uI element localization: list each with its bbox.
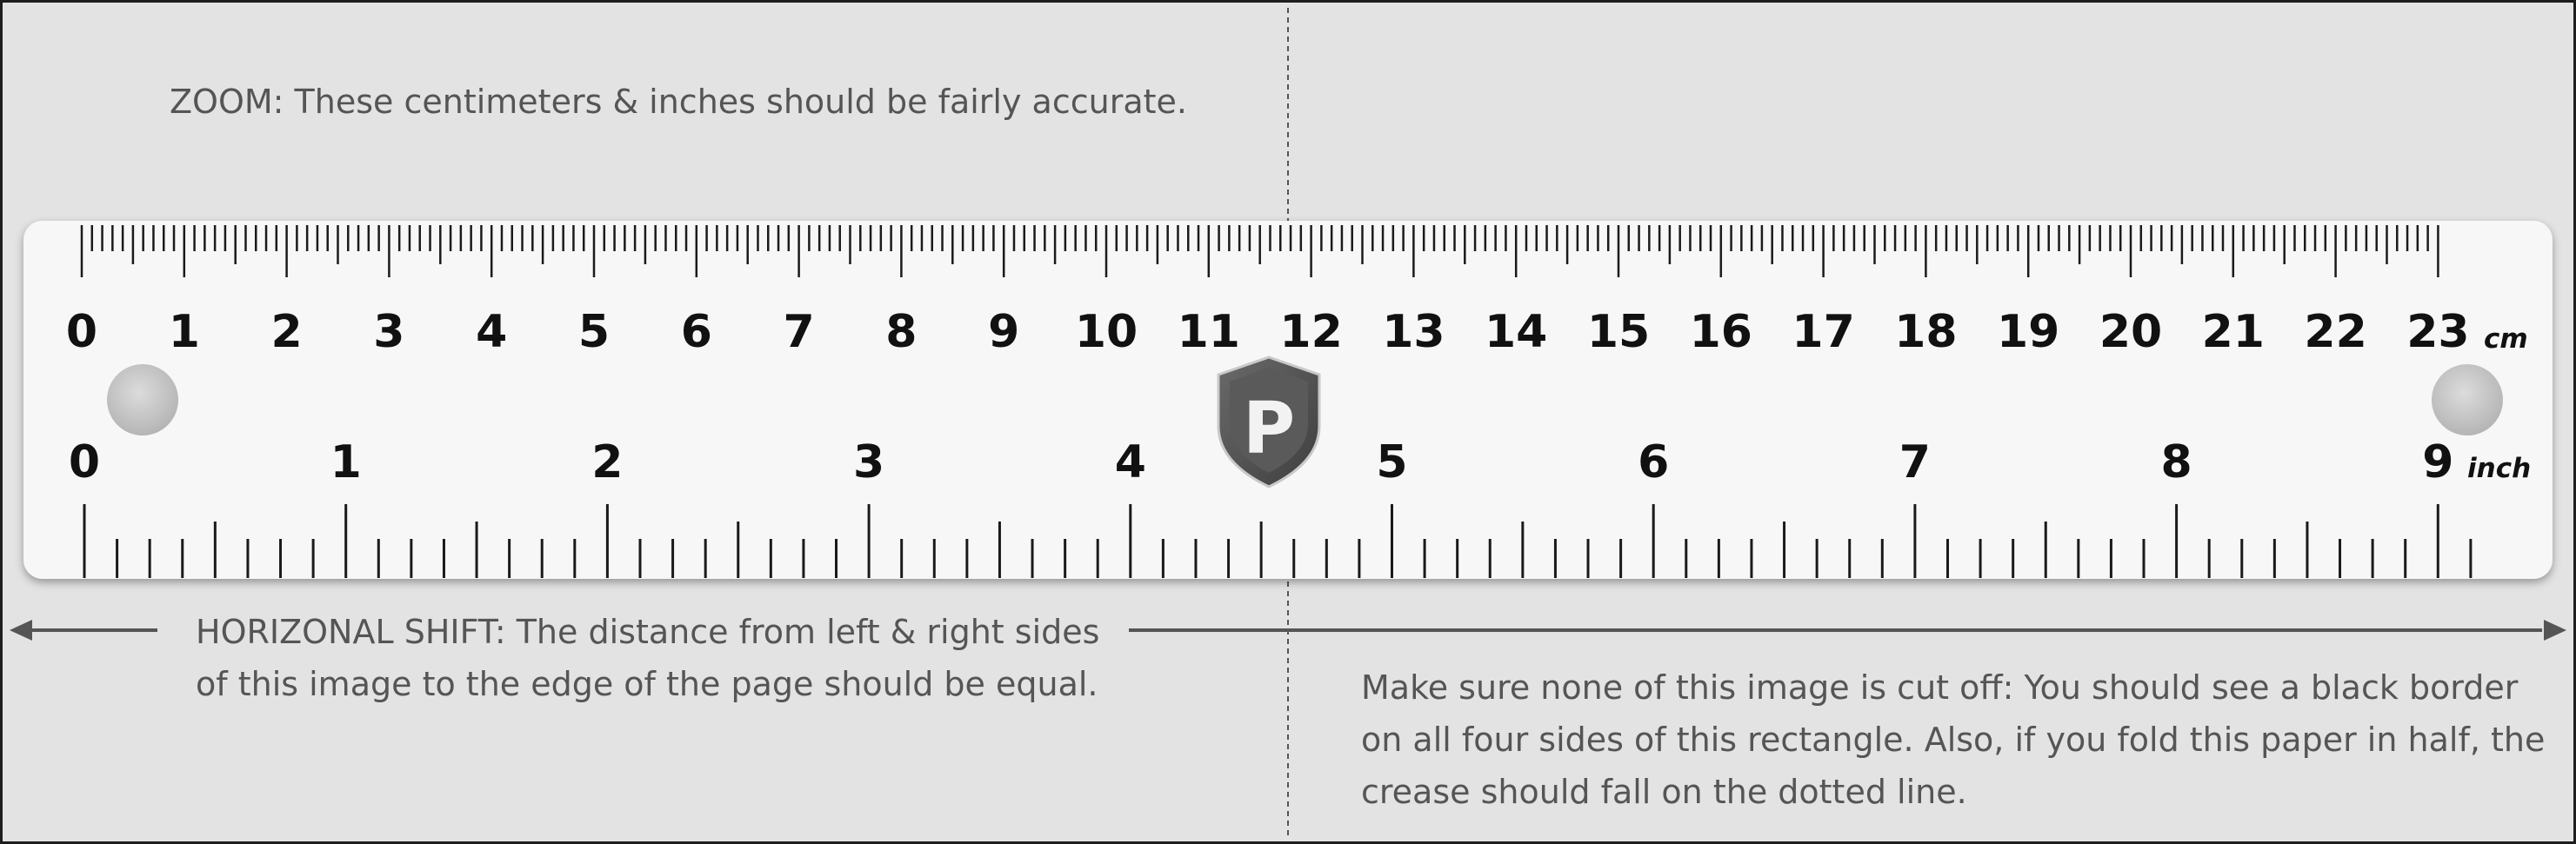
cm-tick-label: 13 [1382,306,1445,358]
zoom-note-text: These centimeters & inches should be fai… [284,83,1187,121]
inch-tick-label: 3 [853,436,884,488]
cm-tick-label: 12 [1279,306,1342,358]
cm-tick-label: 6 [681,306,712,358]
cm-labels: 0 1 2 3 4 5 6 7 8 9 10 11 12 13 14 15 16 17 18 19 20 21 22 23 [66,306,2470,358]
fold-note: Make sure none of this image is cut off:… [1361,661,2545,818]
fold-note-line2: on all four sides of this rectangle. Als… [1361,721,2546,759]
right-arrow [1129,620,2566,641]
inch-ticks [83,504,2473,578]
shift-note-label: HORIZONAL SHIFT: [196,613,506,651]
left-arrow [10,620,157,641]
zoom-note-label: ZOOM: [170,83,284,121]
cm-tick-label: 5 [578,306,610,358]
inch-tick-label: 9 [2422,436,2453,488]
shift-note-line1: HORIZONAL SHIFT: The distance from left … [196,606,1099,658]
cm-tick-label: 11 [1178,306,1240,358]
cm-tick-label: 9 [988,306,1019,358]
cm-tick-label: 20 [2099,306,2162,358]
inch-tick-label: 2 [591,436,623,488]
inch-tick-label: 5 [1376,436,1407,488]
inch-unit-label: inch [2467,453,2531,484]
cm-tick-label: 21 [2202,306,2265,358]
fold-note-line1: Make sure none of this image is cut off:… [1361,668,2519,707]
cm-tick-label: 14 [1485,306,1547,358]
cm-tick-label: 0 [66,306,97,358]
cm-tick-label: 1 [169,306,200,358]
cm-tick-label: 15 [1587,306,1650,358]
horizontal-shift-note: HORIZONAL SHIFT: The distance from left … [196,606,1099,710]
inch-tick-label: 1 [330,436,362,488]
cm-tick-label: 3 [373,306,404,358]
inch-tick-label: 8 [2161,436,2192,488]
inch-labels: 0 1 2 3 4 5 6 7 8 9 [69,436,2453,488]
shield-logo-icon: P [1217,356,1321,488]
cm-tick-label: 17 [1792,306,1854,358]
cm-tick-label: 19 [1997,306,2059,358]
left-hole [107,364,178,435]
inch-tick-label: 6 [1638,436,1669,488]
cm-tick-label: 2 [271,306,303,358]
logo-letter: P [1243,388,1295,470]
cm-ticks [80,225,2439,277]
ruler-drawing: 0 1 2 3 4 5 6 7 8 9 10 11 12 13 14 15 16 17 18 19 20 21 22 23 0… [10,8,2566,839]
right-hole [2432,364,2503,435]
cm-tick-label: 23 [2406,306,2469,358]
cm-unit-label: cm [2484,323,2528,355]
fold-note-line3: crease should fall on the dotted line. [1361,773,1967,811]
cm-tick-label: 8 [885,306,917,358]
inch-tick-label: 7 [1899,436,1931,488]
cm-tick-label: 10 [1075,306,1138,358]
inch-tick-label: 0 [69,436,100,488]
cm-tick-label: 16 [1690,306,1752,358]
cm-tick-label: 22 [2304,306,2366,358]
shift-note-text: The distance from left & right sides [505,613,1100,651]
shift-note-line2: of this image to the edge of the page sh… [196,665,1098,703]
cm-tick-label: 4 [476,306,507,358]
inch-tick-label: 4 [1115,436,1146,488]
cm-tick-label: 7 [784,306,815,358]
cm-tick-label: 18 [1894,306,1957,358]
zoom-note: ZOOM: These centimeters & inches should … [170,76,1187,128]
